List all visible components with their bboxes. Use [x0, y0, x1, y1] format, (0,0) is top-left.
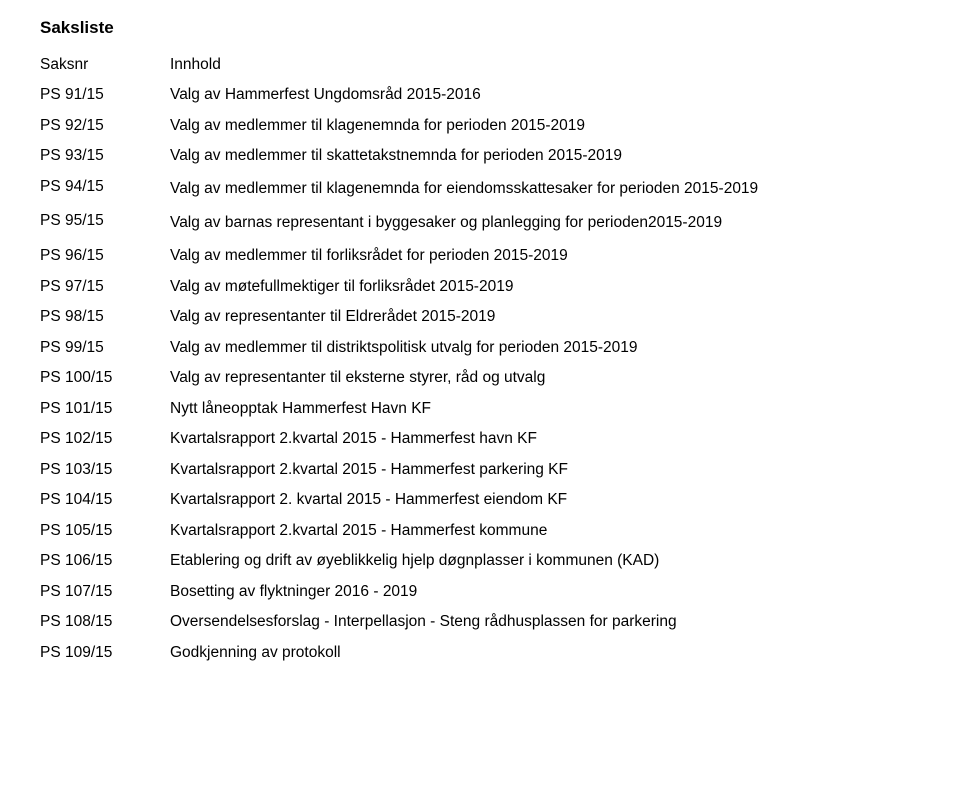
- table-row: PS 109/15 Godkjenning av protokoll: [40, 644, 920, 662]
- table-row: PS 103/15 Kvartalsrapport 2.kvartal 2015…: [40, 461, 920, 479]
- page-title: Saksliste: [40, 18, 920, 38]
- table-row: PS 99/15 Valg av medlemmer til distrikts…: [40, 339, 920, 357]
- cell-content: Valg av medlemmer til klagenemnda for ei…: [170, 178, 920, 200]
- cell-id: PS 95/15: [40, 212, 170, 230]
- cell-content: Valg av Hammerfest Ungdomsråd 2015-2016: [170, 86, 920, 104]
- header-saksnr: Saksnr: [40, 56, 170, 74]
- table-row: PS 105/15 Kvartalsrapport 2.kvartal 2015…: [40, 522, 920, 540]
- table-row: PS 92/15 Valg av medlemmer til klagenemn…: [40, 117, 920, 135]
- table-row: PS 91/15 Valg av Hammerfest Ungdomsråd 2…: [40, 86, 920, 104]
- cell-content: Nytt låneopptak Hammerfest Havn KF: [170, 400, 920, 418]
- cell-id: PS 109/15: [40, 644, 170, 662]
- cell-id: PS 101/15: [40, 400, 170, 418]
- cell-content: Kvartalsrapport 2. kvartal 2015 - Hammer…: [170, 491, 920, 509]
- table-row: PS 108/15 Oversendelsesforslag - Interpe…: [40, 613, 920, 631]
- cell-content: Godkjenning av protokoll: [170, 644, 920, 662]
- cell-content: Kvartalsrapport 2.kvartal 2015 - Hammerf…: [170, 430, 920, 448]
- cell-id: PS 108/15: [40, 613, 170, 631]
- cell-id: PS 97/15: [40, 278, 170, 296]
- table-row: PS 98/15 Valg av representanter til Eldr…: [40, 308, 920, 326]
- table-row: PS 97/15 Valg av møtefullmektiger til fo…: [40, 278, 920, 296]
- cell-id: PS 104/15: [40, 491, 170, 509]
- table-row: PS 100/15 Valg av representanter til eks…: [40, 369, 920, 387]
- cell-id: PS 99/15: [40, 339, 170, 357]
- table-row: PS 102/15 Kvartalsrapport 2.kvartal 2015…: [40, 430, 920, 448]
- table-row: PS 106/15 Etablering og drift av øyeblik…: [40, 552, 920, 570]
- cell-content: Valg av medlemmer til skattetakstnemnda …: [170, 147, 920, 165]
- cell-content: Valg av medlemmer til distriktspolitisk …: [170, 339, 920, 357]
- cell-content: Kvartalsrapport 2.kvartal 2015 - Hammerf…: [170, 461, 920, 479]
- cell-content: Oversendelsesforslag - Interpellasjon - …: [170, 613, 920, 631]
- cell-content: Etablering og drift av øyeblikkelig hjel…: [170, 552, 920, 570]
- cell-content: Valg av møtefullmektiger til forliksråde…: [170, 278, 920, 296]
- cell-content: Valg av medlemmer til forliksrådet for p…: [170, 247, 920, 265]
- cell-content: Valg av representanter til Eldrerådet 20…: [170, 308, 920, 326]
- table-row: PS 95/15 Valg av barnas representant i b…: [40, 212, 920, 234]
- table-header: Saksnr Innhold: [40, 56, 920, 74]
- cell-id: PS 102/15: [40, 430, 170, 448]
- cell-id: PS 105/15: [40, 522, 170, 540]
- table-row: PS 104/15 Kvartalsrapport 2. kvartal 201…: [40, 491, 920, 509]
- cell-id: PS 92/15: [40, 117, 170, 135]
- cell-id: PS 107/15: [40, 583, 170, 601]
- table-row: PS 93/15 Valg av medlemmer til skattetak…: [40, 147, 920, 165]
- table-row: PS 94/15 Valg av medlemmer til klagenemn…: [40, 178, 920, 200]
- cell-content: Valg av medlemmer til klagenemnda for pe…: [170, 117, 920, 135]
- table-row: PS 107/15 Bosetting av flyktninger 2016 …: [40, 583, 920, 601]
- cell-id: PS 100/15: [40, 369, 170, 387]
- cell-id: PS 103/15: [40, 461, 170, 479]
- cell-id: PS 96/15: [40, 247, 170, 265]
- cell-id: PS 93/15: [40, 147, 170, 165]
- cell-content: Valg av barnas representant i byggesaker…: [170, 212, 920, 234]
- cell-content: Kvartalsrapport 2.kvartal 2015 - Hammerf…: [170, 522, 920, 540]
- cell-id: PS 94/15: [40, 178, 170, 196]
- cell-id: PS 98/15: [40, 308, 170, 326]
- cell-content: Bosetting av flyktninger 2016 - 2019: [170, 583, 920, 601]
- table-row: PS 96/15 Valg av medlemmer til forliksrå…: [40, 247, 920, 265]
- header-innhold: Innhold: [170, 56, 920, 74]
- table-row: PS 101/15 Nytt låneopptak Hammerfest Hav…: [40, 400, 920, 418]
- cell-content: Valg av representanter til eksterne styr…: [170, 369, 920, 387]
- saksliste-page: Saksliste Saksnr Innhold PS 91/15 Valg a…: [0, 0, 960, 714]
- cell-id: PS 106/15: [40, 552, 170, 570]
- cell-id: PS 91/15: [40, 86, 170, 104]
